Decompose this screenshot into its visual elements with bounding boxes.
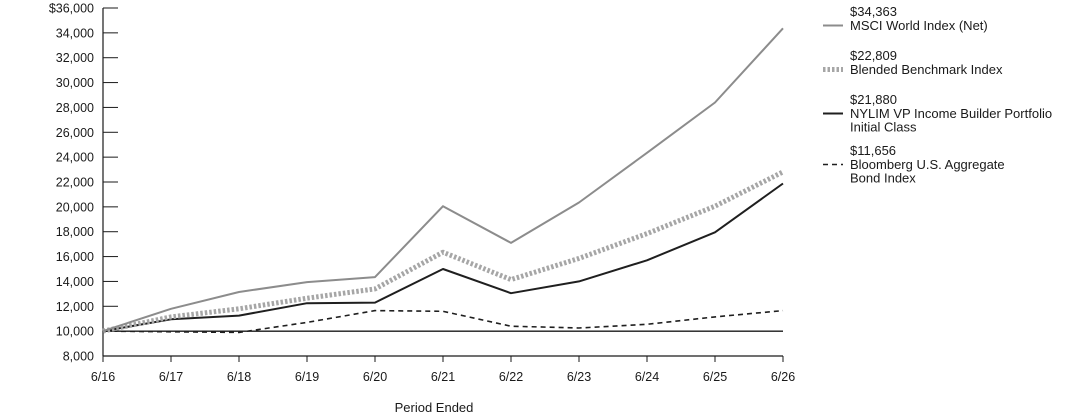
legend-end-value: $11,656: [850, 143, 896, 158]
x-tick-label: 6/19: [295, 370, 319, 384]
legend-series-name: Bloomberg U.S. Aggregate: [850, 157, 1005, 172]
legend-series-name: Blended Benchmark Index: [850, 62, 1003, 77]
x-tick-label: 6/17: [159, 370, 183, 384]
x-tick-label: 6/20: [363, 370, 387, 384]
y-tick-label: 10,000: [56, 325, 94, 339]
x-tick-label: 6/21: [431, 370, 455, 384]
y-tick-label: 32,000: [56, 51, 94, 65]
x-tick-label: 6/26: [771, 370, 795, 384]
legend-series-name: Bond Index: [850, 171, 916, 186]
y-tick-label: 34,000: [56, 26, 94, 40]
y-tick-label: 18,000: [56, 225, 94, 239]
y-tick-label: 16,000: [56, 250, 94, 264]
y-tick-label: 14,000: [56, 275, 94, 289]
y-tick-label: $36,000: [49, 2, 94, 16]
y-tick-label: 20,000: [56, 200, 94, 214]
legend-series-name: Initial Class: [850, 120, 917, 135]
series-lines: [102, 27, 785, 334]
x-tick-label: 6/18: [227, 370, 251, 384]
legend-end-value: $21,880: [850, 92, 897, 107]
y-tick-label: 24,000: [56, 151, 94, 165]
y-tick-label: 8,000: [63, 350, 94, 364]
series-line-2: [102, 169, 785, 334]
legend-series-name: MSCI World Index (Net): [850, 18, 988, 33]
x-tick-label: 6/22: [499, 370, 523, 384]
series-line-1: [102, 27, 784, 333]
x-tick-label: 6/23: [567, 370, 591, 384]
legend-end-value: $22,809: [850, 48, 897, 63]
axes: 8,000 10,000 12,000 14,000 16,000 18,000 20,00…: [49, 2, 795, 385]
x-tick-label: 6/16: [91, 370, 115, 384]
series-line-4: [102, 309, 784, 334]
x-tick-label: 6/25: [703, 370, 727, 384]
y-tick-label: 28,000: [56, 101, 94, 115]
legend-end-value: $34,363: [850, 4, 897, 19]
y-tick-label: 26,000: [56, 126, 94, 140]
x-axis-title: Period Ended: [395, 400, 474, 415]
y-tick-label: 12,000: [56, 300, 94, 314]
x-tick-label: 6/24: [635, 370, 659, 384]
y-tick-label: 22,000: [56, 176, 94, 190]
legend-series-name: NYLIM VP Income Builder Portfolio: [850, 106, 1052, 121]
series-line-3: [102, 182, 784, 333]
y-tick-label: 30,000: [56, 76, 94, 90]
